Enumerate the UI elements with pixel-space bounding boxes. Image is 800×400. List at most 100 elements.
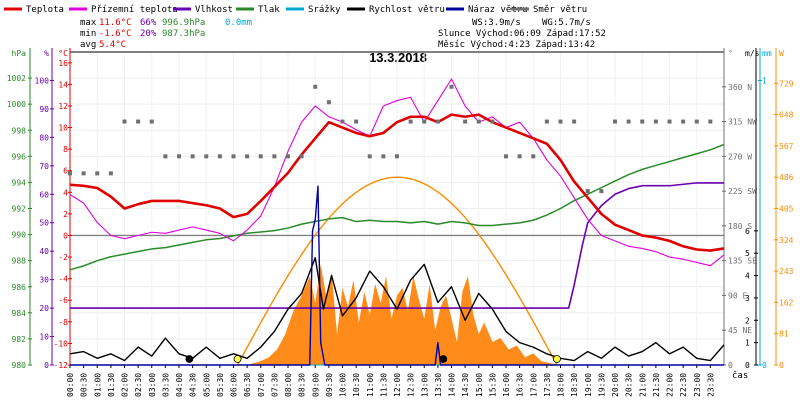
x-tick-label: 03:00 [148, 373, 157, 397]
x-axis-label: čas [732, 370, 748, 381]
axis-w-tick-label: 0 [779, 361, 784, 370]
axis-dir-tick-label: 315 NW [728, 118, 757, 127]
x-tick-label: 01:00 [93, 373, 102, 397]
axis-temp-tick-label: 0 [63, 231, 68, 240]
wind-dir-point [544, 119, 549, 124]
stat-max-hum: 66% [140, 18, 157, 28]
legend-label: Tlak [258, 5, 280, 15]
x-tick-label: 00:00 [66, 373, 75, 397]
x-tick-label: 15:30 [488, 373, 497, 397]
wind-dir-point [708, 119, 713, 124]
x-tick-label: 09:00 [311, 373, 320, 397]
wind-dir-point [177, 154, 181, 159]
stat-max-label: max [80, 18, 97, 28]
x-tick-label: 21:30 [652, 373, 661, 397]
axis-w-tick-label: 486 [779, 173, 794, 182]
wind-dir-point [81, 171, 86, 176]
axis-dir-tick-label: 180 S [728, 222, 752, 231]
series-layer [68, 78, 725, 366]
axis-hpa-tick-label: 996 [12, 152, 27, 161]
x-tick-label: 07:30 [270, 373, 279, 397]
wind-dir-point [231, 154, 236, 159]
x-tick-label: 12:00 [393, 373, 402, 397]
axis-pct-tick-label: 40 [39, 247, 49, 256]
x-tick-label: 15:00 [475, 373, 484, 397]
axis-pct-tick-label: 70 [39, 162, 49, 171]
wind-dir-point [558, 119, 563, 124]
axis-dir-label: ° [728, 49, 733, 58]
wind-speed-line [69, 256, 725, 362]
x-tick-label: 22:00 [666, 373, 675, 397]
wind-dir-point [463, 119, 468, 124]
moon-marker [439, 355, 448, 363]
legend-label: Náraz větru [468, 5, 528, 15]
wind-dir-point [449, 84, 454, 89]
axis-dir-tick-label: 225 SW [728, 187, 757, 196]
axis-pct-tick-label: 100 [35, 76, 50, 85]
axis-dir-tick-label: 270 W [728, 152, 752, 161]
x-tick-label: 11:00 [366, 373, 375, 397]
axis-mm-tick-label: 1 [762, 76, 767, 85]
stat-min-label: min [80, 29, 96, 39]
wind-dir-point [640, 119, 645, 124]
wind-dir-point [531, 154, 536, 159]
x-tick-label: 07:00 [257, 373, 266, 397]
stat-max-temp: 11.6°C [99, 18, 132, 28]
axis-w-tick-label: 324 [779, 236, 794, 245]
wind-dir-point [381, 154, 386, 159]
legend-label: Směr větru [533, 5, 587, 15]
stat-avg-temp: 5.4°C [99, 40, 126, 50]
axis-pct-label: % [44, 49, 49, 58]
x-tick-label: 05:30 [216, 373, 225, 397]
stat-min-temp: -1.6°C [99, 29, 132, 39]
axis-temp-tick-label: 12 [58, 102, 68, 111]
axis-temp-tick-label: 16 [58, 59, 68, 68]
axis-hpa-tick-label: 984 [12, 309, 27, 318]
axis-pct-tick-label: 30 [39, 276, 49, 285]
axis-hpa-label: hPa [12, 49, 27, 58]
axes: hPa9809829849869889909929949969981000100… [7, 48, 794, 370]
wind-dir-point [258, 154, 263, 159]
wind-dir-point [68, 171, 72, 176]
x-tick-label: 17:00 [529, 373, 538, 397]
axis-w-tick-label: 567 [779, 142, 794, 151]
axis-hpa-tick-label: 1002 [7, 74, 26, 83]
wind-dir-point [95, 171, 100, 176]
wind-gust-line [70, 185, 724, 366]
axis-ms-tick-label: 6 [745, 227, 750, 236]
wind-dir-point [667, 119, 672, 124]
axis-pct-tick-label: 50 [39, 219, 49, 228]
sun-marker [233, 355, 242, 363]
x-tick-label: 06:00 [230, 373, 239, 397]
x-tick-label: 14:00 [448, 373, 457, 397]
axis-w-tick-label: 162 [779, 298, 794, 307]
wind-dir-point [681, 119, 686, 124]
x-tick-label: 03:30 [161, 373, 170, 397]
x-tick-label: 08:30 [298, 373, 307, 397]
stat-max-press: 996.9hPa [162, 18, 205, 28]
x-tick-label: 00:30 [80, 373, 89, 397]
axis-w-tick-label: 648 [779, 111, 794, 120]
axis-mm-tick-label: 0 [762, 361, 767, 370]
wind-dir-point [299, 154, 304, 159]
axis-dir-tick-label: 135 SE [728, 257, 757, 266]
wind-dir-point [517, 154, 522, 159]
axis-hpa-tick-label: 1000 [7, 100, 26, 109]
axis-hpa-tick-label: 990 [12, 231, 27, 240]
x-tick-label: 17:30 [543, 373, 552, 397]
wind-dir-point [435, 119, 440, 124]
wind-dir-point [395, 154, 399, 159]
axis-hpa-tick-label: 980 [12, 361, 27, 370]
axis-ms-tick-label: 0 [745, 361, 750, 370]
wind-dir-point [136, 119, 141, 124]
x-tick-label: 14:30 [461, 373, 470, 397]
axis-hpa-tick-label: 992 [12, 205, 27, 214]
axis-w-tick-label: 729 [779, 79, 794, 88]
axis-pct-tick-label: 90 [39, 105, 49, 114]
wind-dir-point [694, 119, 699, 124]
axis-pct-tick-label: 60 [39, 190, 49, 199]
axis-w-tick-label: 405 [779, 205, 794, 214]
axis-w-tick-label: 243 [779, 267, 794, 276]
wind-dir-point [599, 189, 604, 194]
